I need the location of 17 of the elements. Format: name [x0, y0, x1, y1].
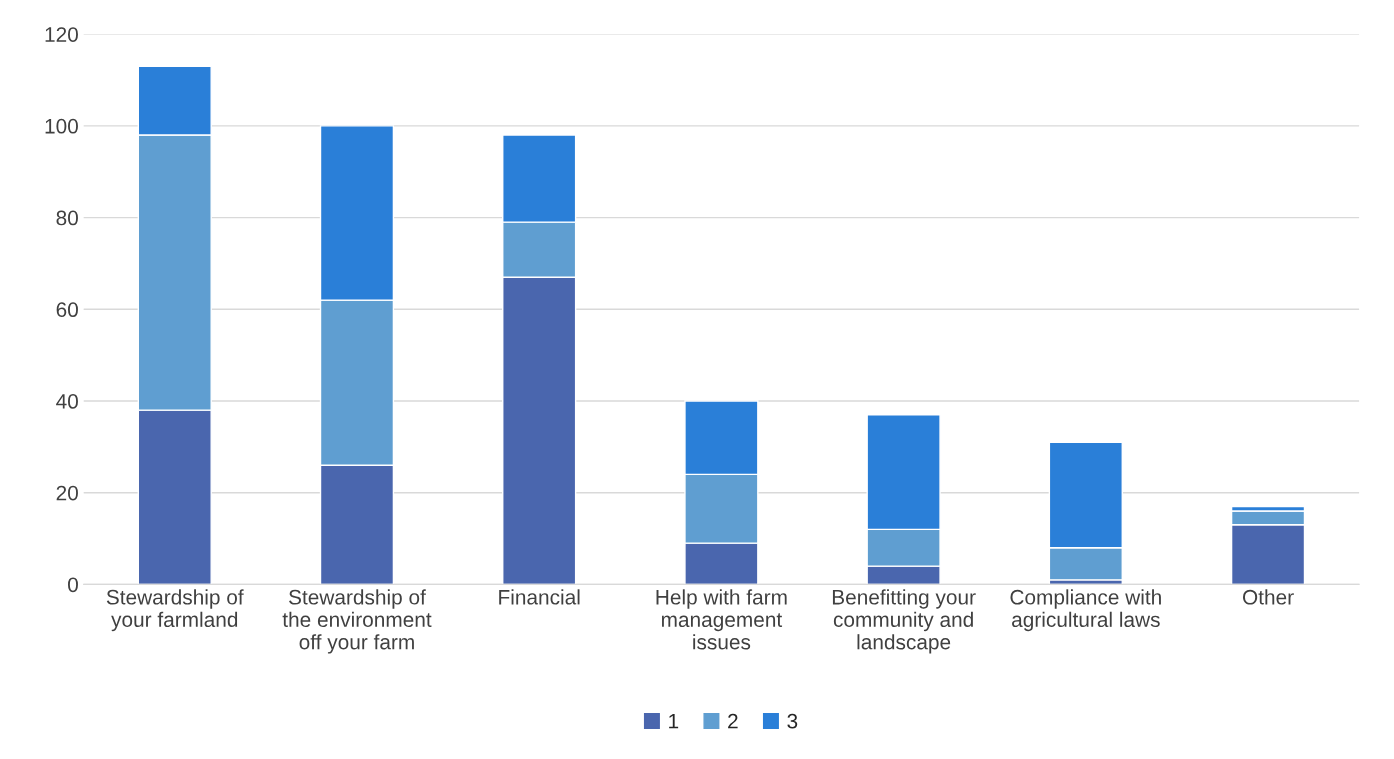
x-tick-label: Benefitting your community and landscape — [832, 589, 976, 654]
x-tick-label: Other — [1242, 589, 1294, 605]
y-tick-label: 40 — [56, 394, 78, 409]
x-tick-label: Help with farm management issues — [656, 589, 787, 650]
legend-label: 2 — [728, 713, 738, 729]
legend-label: 3 — [787, 713, 798, 729]
y-tick-label: 0 — [68, 577, 78, 593]
x-tick-label: Stewardship of your farmland — [106, 589, 244, 632]
y-tick-label: 60 — [56, 302, 78, 318]
y-tick-label: 100 — [45, 118, 78, 134]
y-tick-label: 80 — [56, 210, 78, 226]
y-tick-label: 120 — [45, 27, 78, 42]
x-tick-label: Financial — [499, 589, 580, 605]
legend-label: 1 — [669, 714, 679, 729]
x-tick-label: Compliance with agricultural laws — [1010, 589, 1161, 632]
x-tick-label: Stewardship of the environment off your farm — [282, 589, 432, 654]
y-tick-label: 20 — [56, 485, 78, 501]
